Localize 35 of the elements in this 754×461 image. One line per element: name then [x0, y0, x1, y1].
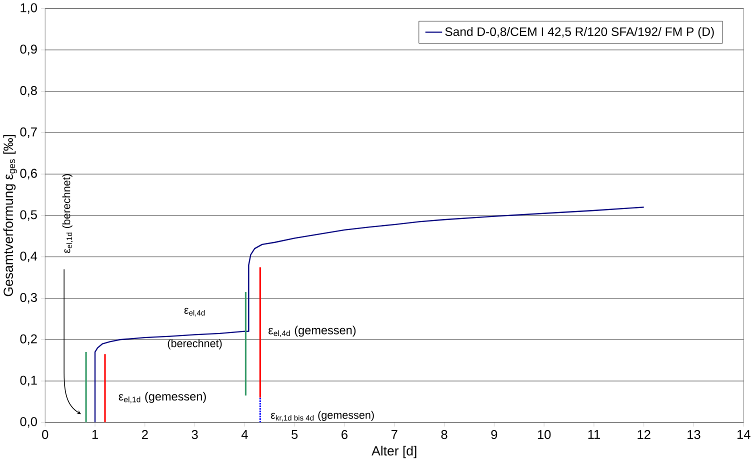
annotation: $\text{ε}_{\text{kr,1d bis 4d}}\text{ (gemessen)}$ [270, 410, 374, 422]
x-tick-label: 8 [441, 430, 448, 439]
y-tick-label: 0,1 [20, 376, 37, 386]
y-tick-label: 0,6 [20, 168, 37, 180]
x-tick-label: 2 [142, 430, 148, 439]
x-tick-label: 7 [391, 430, 398, 439]
x-tick-label: 6 [342, 430, 348, 439]
y-tick-label: 0,9 [20, 44, 37, 55]
x-tick-label: 13 [688, 430, 700, 439]
x-tick-label: 9 [491, 430, 498, 439]
x-tick-label: 11 [588, 430, 600, 439]
y-tick-label: 0,3 [20, 292, 37, 304]
x-tick-label: 1 [92, 430, 98, 439]
x-tick-label: 10 [538, 430, 551, 439]
annotation: ε$_{el,1d}$ (gemessen) [118, 392, 206, 403]
y-axis-title: Gesamtverformung ε$_{ges}$ [‰] [3, 134, 17, 296]
line-series [94, 206, 644, 422]
annotation: ε$_{el,4d}$ (gemessen) [268, 325, 356, 337]
x-tick-label: 14 [738, 430, 750, 439]
y-tick-label: 0,8 [20, 86, 37, 96]
y-tick-label: 1,0 [20, 3, 37, 14]
x-tick-label: 3 [192, 430, 198, 439]
x-tick-label: 5 [292, 430, 298, 439]
x-tick-label: 12 [638, 430, 650, 439]
y-tick-label: 0,4 [20, 251, 38, 262]
y-tick-label: 0,5 [20, 210, 37, 221]
x-tick-label: 0 [42, 430, 48, 439]
x-axis-title: Alter [d] [372, 446, 416, 458]
y-tick-label: 0,0 [20, 416, 37, 428]
y-tick-label: 0,2 [20, 334, 37, 345]
legend-label: Sand D-0,8/CEM I 42,5 R/120 SFA/192/ FM P (D) [445, 26, 714, 38]
x-tick-label: 4 [241, 430, 248, 439]
y-tick-label: 0,7 [20, 127, 37, 138]
text: ε$_{el,4d}$ (berechnet) [168, 308, 222, 350]
annotation: ε$_{el,1d}$ (berechnet) [62, 174, 73, 253]
